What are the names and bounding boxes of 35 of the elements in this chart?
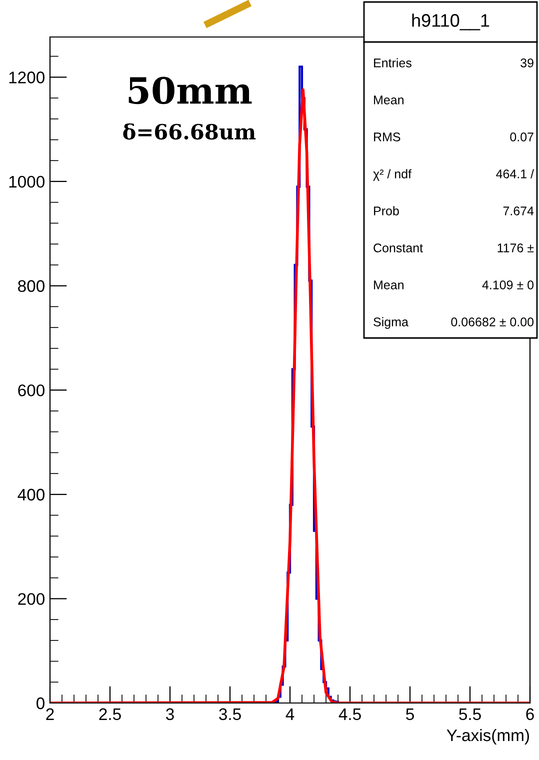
x-tick-label: 5.5 [459,708,481,720]
x-tick-label: 2 [46,708,54,720]
x-axis-title: Y-axis(mm) [446,728,529,744]
annotation: Mean [374,280,404,290]
x-tick-label: 2.5 [99,708,121,720]
y-tick-label: 1000 [9,176,44,188]
y-tick-label: 200 [18,593,44,605]
annotation: 4.109 ± 0 [482,280,534,290]
y-tick-label: 400 [18,488,44,501]
x-tick-label: 4 [286,708,294,720]
y-tick-label: 0 [36,697,44,710]
text: h9110__1 [412,14,490,30]
annotation: 39 [520,58,534,68]
annotation: χ² / ndf [373,169,412,181]
x-tick-label: 3 [166,708,174,720]
annotation: 7.674 [503,206,534,216]
annotation: RMS [374,132,400,142]
x-tick-label: 5 [406,708,414,720]
y-tick-label: 800 [18,280,44,292]
x-tick-label: 6 [526,708,534,720]
annotation: 0.07 [510,132,534,142]
y-tick-label: 1200 [9,72,44,84]
annotation: 0.06682 ± 0.00 [451,318,534,326]
annotation: δ=66.68um [123,123,256,140]
annotation: 1176 ± [498,244,534,252]
x-tick-label: 3.5 [219,708,241,720]
annotation: Prob [374,206,399,216]
y-tick-label: 600 [18,384,44,396]
annotation: Constant [374,244,423,252]
annotation: 464.1 / [496,169,534,178]
annotation: Entries [374,58,412,68]
annotation: Mean [374,96,404,104]
annotation: Sigma [374,317,408,329]
annotation: 50mm [128,76,252,104]
x-tick-label: 4.5 [338,708,361,720]
